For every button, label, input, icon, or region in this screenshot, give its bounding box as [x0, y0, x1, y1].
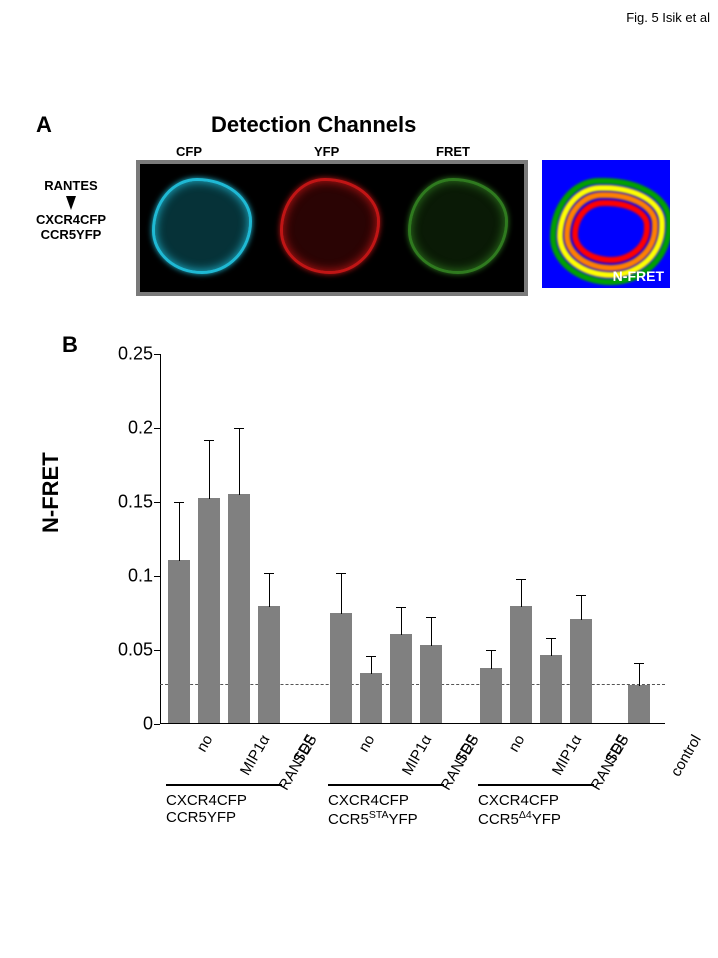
error-cap [174, 502, 184, 503]
nfret-bar-chart: N-FRET 00.050.10.150.20.25noMIP1αRANTESS… [90, 348, 665, 788]
construct-label-2: CCR5YFP [16, 227, 126, 243]
error-bar [341, 573, 342, 614]
error-cap [516, 579, 526, 580]
error-cap [264, 573, 274, 574]
panel-a-title: Detection Channels [211, 112, 416, 138]
error-bar [521, 579, 522, 607]
y-tick [154, 502, 160, 503]
error-cap [396, 607, 406, 608]
y-tick-label: 0.25 [98, 344, 153, 365]
error-cap [234, 428, 244, 429]
error-cap [336, 573, 346, 574]
micrograph-yfp [268, 164, 396, 292]
error-bar [269, 573, 270, 607]
error-cap [634, 663, 644, 664]
bar [390, 634, 412, 723]
y-tick-label: 0.15 [98, 492, 153, 513]
error-cap [366, 656, 376, 657]
error-bar [491, 650, 492, 669]
error-bar [239, 428, 240, 495]
x-tick-label: control [668, 732, 705, 779]
panel-b-label: B [62, 332, 78, 358]
x-tick-label: no [193, 732, 216, 755]
col-label-fret: FRET [436, 144, 470, 159]
y-axis-label: N-FRET [38, 452, 64, 533]
y-tick-label: 0.2 [98, 418, 153, 439]
group-label: CXCR4CFPCCR5YFP [166, 792, 247, 826]
error-cap [576, 595, 586, 596]
error-bar [431, 617, 432, 645]
arrow-down-icon [66, 196, 76, 210]
nfret-heatmap: N-FRET [542, 160, 670, 288]
plot-area [160, 354, 665, 724]
bar [420, 645, 442, 723]
panel-a-label: A [36, 112, 52, 138]
group-underline [166, 784, 282, 786]
treatment-label: RANTES [16, 178, 126, 194]
bar [510, 606, 532, 723]
error-bar [209, 440, 210, 499]
y-tick-label: 0.1 [98, 566, 153, 587]
error-bar [639, 663, 640, 685]
x-tick-label: no [355, 732, 378, 755]
group-label: CXCR4CFPCCR5Δ4YFP [478, 792, 561, 828]
bar [228, 494, 250, 723]
y-tick [154, 354, 160, 355]
figure-number-caption: Fig. 5 Isik et al [626, 10, 710, 25]
col-label-cfp: CFP [176, 144, 202, 159]
micrograph-fret [396, 164, 524, 292]
group-underline [478, 784, 594, 786]
bar [258, 606, 280, 723]
y-axis-line [160, 354, 161, 724]
x-tick-label: MIP1α [549, 732, 586, 778]
bar [168, 560, 190, 723]
error-cap [486, 650, 496, 651]
micrograph-row [136, 160, 528, 296]
error-bar [401, 607, 402, 635]
error-cap [426, 617, 436, 618]
error-bar [179, 502, 180, 561]
nfret-label: N-FRET [613, 268, 664, 284]
panel-a-left-labels: RANTES CXCR4CFP CCR5YFP [16, 178, 126, 243]
y-tick [154, 724, 160, 725]
bar [570, 619, 592, 723]
x-tick-label: MIP1α [237, 732, 274, 778]
x-axis-line [160, 723, 665, 724]
bar [540, 655, 562, 723]
error-bar [371, 656, 372, 674]
y-tick [154, 428, 160, 429]
bar [330, 613, 352, 723]
y-tick-label: 0.05 [98, 640, 153, 661]
y-tick [154, 576, 160, 577]
bar [480, 668, 502, 723]
group-label: CXCR4CFPCCR5STAYFP [328, 792, 418, 828]
group-underline [328, 784, 444, 786]
construct-label-1: CXCR4CFP [16, 212, 126, 228]
error-bar [551, 638, 552, 656]
micrograph-cfp [140, 164, 268, 292]
col-label-yfp: YFP [314, 144, 339, 159]
figure-page: Fig. 5 Isik et al A Detection Channels C… [0, 0, 718, 958]
bar [198, 498, 220, 723]
y-tick [154, 650, 160, 651]
error-bar [581, 595, 582, 620]
bar [360, 673, 382, 723]
bar [628, 685, 650, 723]
y-tick-label: 0 [98, 714, 153, 735]
x-tick-label: no [505, 732, 528, 755]
x-tick-label: MIP1α [399, 732, 436, 778]
error-cap [204, 440, 214, 441]
error-cap [546, 638, 556, 639]
